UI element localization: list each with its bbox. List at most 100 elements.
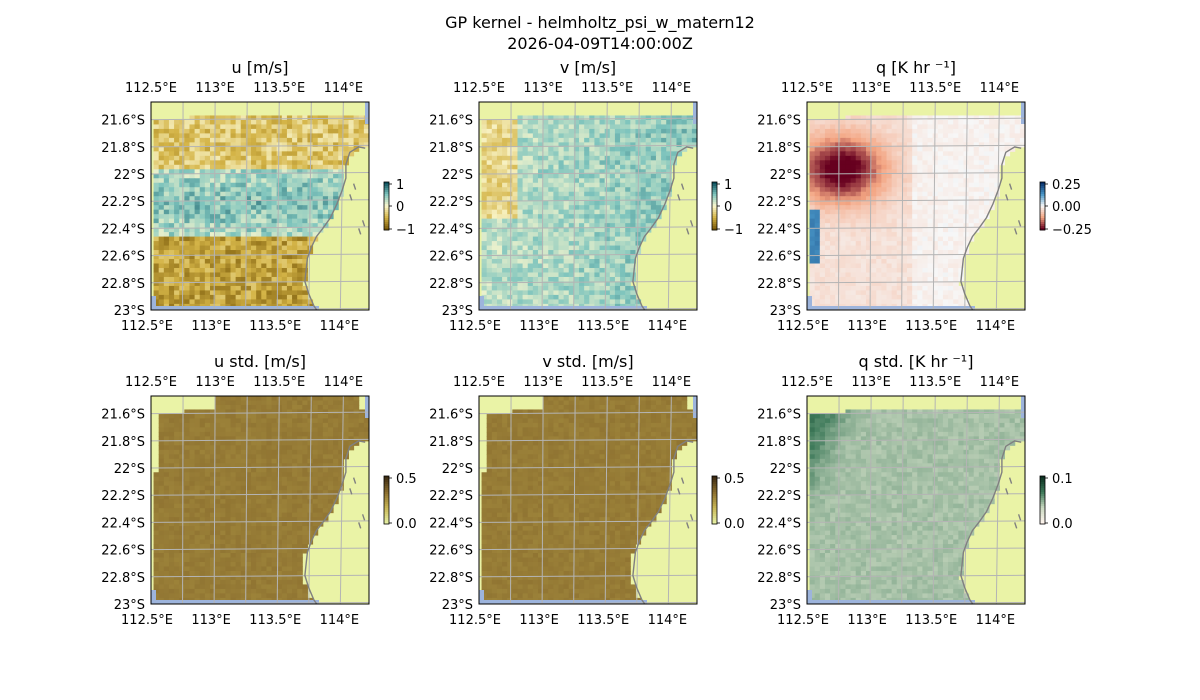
data-cell [860, 218, 867, 224]
data-cell [625, 182, 631, 188]
data-cell [245, 124, 252, 130]
data-cell [640, 151, 647, 157]
data-cell [225, 178, 232, 184]
data-cell [886, 227, 893, 233]
data-cell [860, 124, 867, 130]
data-cell [527, 254, 534, 260]
data-cell [625, 241, 631, 247]
data-cell [942, 223, 949, 229]
data-cell [168, 137, 175, 143]
data-cell [327, 400, 334, 406]
data-cell [568, 299, 575, 305]
data-cell [932, 236, 939, 242]
data-cell [527, 205, 534, 211]
data-cell [153, 223, 160, 229]
data-cell [358, 137, 365, 143]
data-cell [594, 137, 601, 143]
data-cell [225, 254, 232, 260]
data-cell [168, 263, 175, 269]
data-cell [245, 142, 252, 148]
coastline [304, 146, 366, 310]
data-cell [496, 187, 503, 193]
tick-label-x-bottom: 113.5°E [249, 319, 301, 334]
data-cell [220, 236, 226, 242]
colorbar-segment [1040, 226, 1045, 229]
data-cell [507, 169, 513, 175]
data-cell [230, 169, 237, 175]
data-cell [850, 227, 857, 233]
data-cell [819, 182, 826, 188]
data-cell [491, 245, 498, 251]
data-cell [338, 146, 344, 152]
data-cell [573, 263, 580, 269]
data-cell [312, 214, 319, 220]
data-cell [666, 142, 672, 148]
data-cell [860, 196, 867, 202]
data-cell [917, 209, 923, 215]
data-cell [614, 259, 621, 265]
data-cell [655, 169, 662, 175]
data-cell [225, 227, 232, 233]
data-cell [630, 191, 636, 197]
data-cell [896, 124, 903, 130]
data-cell [584, 115, 590, 121]
data-cell [189, 115, 196, 121]
data-cell [937, 254, 944, 260]
data-cell [656, 313, 662, 318]
data-cell [496, 254, 503, 260]
data-cell [512, 151, 518, 157]
data-cell [189, 259, 196, 265]
data-cell [179, 133, 185, 139]
data-cell [496, 196, 503, 202]
data-cell [563, 142, 570, 148]
data-cell [286, 223, 293, 229]
data-cell [942, 178, 949, 184]
data-cell [840, 214, 846, 220]
data-cell [912, 276, 918, 282]
data-cell [312, 232, 319, 238]
data-cell [953, 119, 959, 125]
data-cell [266, 128, 273, 134]
tick-label-x-top: 114°E [980, 81, 1020, 96]
data-cell [512, 196, 518, 202]
data-cell [809, 290, 816, 296]
data-cell [527, 272, 534, 278]
data-cell [271, 182, 278, 188]
data-cell [819, 276, 826, 282]
data-cell [835, 241, 841, 247]
data-cell [220, 160, 226, 166]
data-cell [1019, 142, 1025, 148]
data-cell [491, 209, 498, 215]
data-cell [917, 299, 923, 305]
data-cell [302, 169, 308, 175]
data-cell [230, 404, 237, 410]
data-cell [855, 263, 862, 269]
data-cell [655, 142, 662, 148]
data-cell [830, 137, 836, 143]
data-cell [194, 173, 201, 179]
data-cell [266, 281, 273, 287]
data-cell [230, 146, 237, 152]
data-cell [153, 119, 160, 125]
data-cell [184, 281, 190, 287]
data-cell [543, 209, 549, 215]
data-cell [927, 285, 934, 291]
data-cell [266, 173, 273, 179]
data-cell [522, 173, 529, 179]
colorbar-segment [712, 210, 717, 213]
data-cell [543, 151, 549, 157]
data-cell [635, 137, 642, 143]
data-cell [584, 263, 590, 269]
data-cell [286, 267, 293, 273]
data-cell [850, 241, 857, 247]
colorbar-segment [1040, 210, 1045, 213]
data-cell [359, 313, 365, 318]
data-cell [871, 164, 877, 170]
data-cell [256, 396, 262, 401]
data-cell [630, 227, 636, 233]
data-cell [158, 173, 165, 179]
data-cell [676, 124, 683, 130]
data-cell [886, 245, 893, 251]
data-cell [886, 182, 893, 188]
data-cell [681, 142, 688, 148]
